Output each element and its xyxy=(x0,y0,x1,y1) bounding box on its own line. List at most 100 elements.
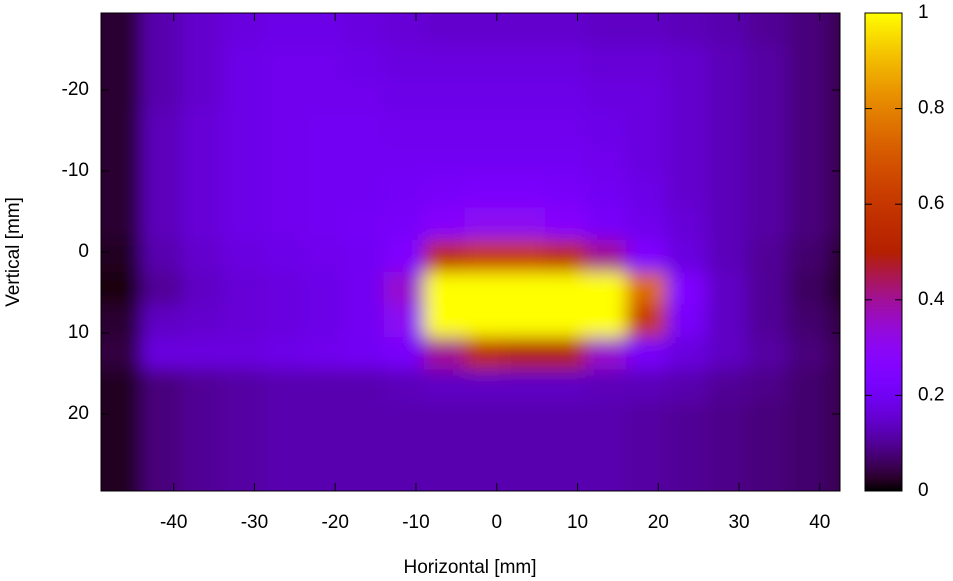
heat-cell xyxy=(424,142,465,176)
heat-cell xyxy=(101,337,142,370)
heat-cell xyxy=(706,466,748,491)
heat-cell xyxy=(302,304,344,338)
y-tick-label: -10 xyxy=(62,160,89,181)
colorbar-tick-label: 0.8 xyxy=(918,98,944,119)
heat-cell xyxy=(585,239,627,273)
heat-cell xyxy=(343,77,385,111)
heat-cell xyxy=(101,77,142,111)
heat-cell xyxy=(706,13,748,46)
heat-cell xyxy=(545,110,587,144)
heat-cell xyxy=(666,304,708,338)
x-tick-label: -40 xyxy=(160,512,187,533)
x-tick-label: 40 xyxy=(809,512,830,533)
heat-cell xyxy=(706,272,748,306)
heat-cell xyxy=(545,304,587,338)
heat-cell xyxy=(141,337,183,370)
heat-cell xyxy=(302,142,344,176)
heat-cell xyxy=(464,175,506,208)
heat-cell xyxy=(625,304,667,338)
heat-cell xyxy=(302,175,344,208)
colorbar-tick-label: 1 xyxy=(918,2,929,23)
heat-cell xyxy=(787,434,829,468)
heat-cell xyxy=(141,434,183,468)
heat-cell xyxy=(141,369,183,403)
heat-cell xyxy=(222,272,264,306)
heat-cell xyxy=(625,13,667,46)
heat-cell xyxy=(827,337,840,370)
heat-cell xyxy=(545,434,587,468)
heat-cell xyxy=(302,77,344,111)
heat-cell xyxy=(262,207,304,241)
heat-cell xyxy=(141,207,183,241)
x-tick-label: 20 xyxy=(648,512,669,533)
heat-cell xyxy=(666,272,708,306)
heat-cell xyxy=(262,13,304,46)
heat-cell xyxy=(383,239,425,273)
heat-cell xyxy=(625,337,667,370)
heat-cell xyxy=(585,77,627,111)
heat-cell xyxy=(181,272,223,306)
heat-cell xyxy=(141,175,183,208)
heat-cell xyxy=(383,272,425,306)
heat-cell xyxy=(383,466,425,491)
heat-cell xyxy=(181,13,223,46)
heat-cell xyxy=(706,304,748,338)
heat-cell xyxy=(383,401,425,435)
heat-cell xyxy=(504,207,546,241)
heat-cell xyxy=(222,466,264,491)
heat-cell xyxy=(827,304,840,338)
heat-cell xyxy=(101,13,142,46)
heat-cell xyxy=(585,337,627,370)
heat-cell xyxy=(827,142,840,176)
heat-cell xyxy=(545,272,587,306)
heat-cell xyxy=(101,175,142,208)
heat-cell xyxy=(787,272,829,306)
heat-cell xyxy=(747,272,789,306)
heat-cell xyxy=(141,304,183,338)
heat-cell xyxy=(666,434,708,468)
heat-cell xyxy=(222,13,264,46)
heat-cell xyxy=(222,337,264,370)
heat-cell xyxy=(101,110,142,144)
heat-cell xyxy=(101,207,142,241)
heat-cell xyxy=(504,77,546,111)
heat-cell xyxy=(585,466,627,491)
heat-cell xyxy=(747,45,789,79)
heat-cell xyxy=(262,369,304,403)
heat-cell xyxy=(424,304,465,338)
heat-cell xyxy=(262,401,304,435)
heat-cell xyxy=(383,13,425,46)
heat-cell xyxy=(585,45,627,79)
heat-cell xyxy=(585,207,627,241)
heat-cell xyxy=(302,110,344,144)
heat-cell xyxy=(343,239,385,273)
heat-cell xyxy=(141,77,183,111)
heat-cell xyxy=(706,401,748,435)
colorbar-tick-label: 0.2 xyxy=(918,384,944,405)
heat-cell xyxy=(585,110,627,144)
heat-cell xyxy=(424,466,465,491)
heat-cell xyxy=(504,13,546,46)
heat-cell xyxy=(666,142,708,176)
heat-cell xyxy=(383,434,425,468)
heat-cell xyxy=(101,434,142,468)
heat-cell xyxy=(262,175,304,208)
heat-cell xyxy=(625,401,667,435)
heat-cell xyxy=(787,239,829,273)
heat-cell xyxy=(424,239,465,273)
heat-cell xyxy=(585,369,627,403)
heat-cell xyxy=(787,304,829,338)
heat-cell xyxy=(141,142,183,176)
heat-cell xyxy=(747,304,789,338)
heat-cell xyxy=(827,175,840,208)
heat-cell xyxy=(827,401,840,435)
heat-cell xyxy=(504,337,546,370)
heat-cell xyxy=(383,45,425,79)
heat-cell xyxy=(343,175,385,208)
heat-cell xyxy=(545,77,587,111)
heat-cell xyxy=(343,304,385,338)
heat-cell xyxy=(101,401,142,435)
heat-cell xyxy=(464,77,506,111)
heat-cell xyxy=(343,401,385,435)
